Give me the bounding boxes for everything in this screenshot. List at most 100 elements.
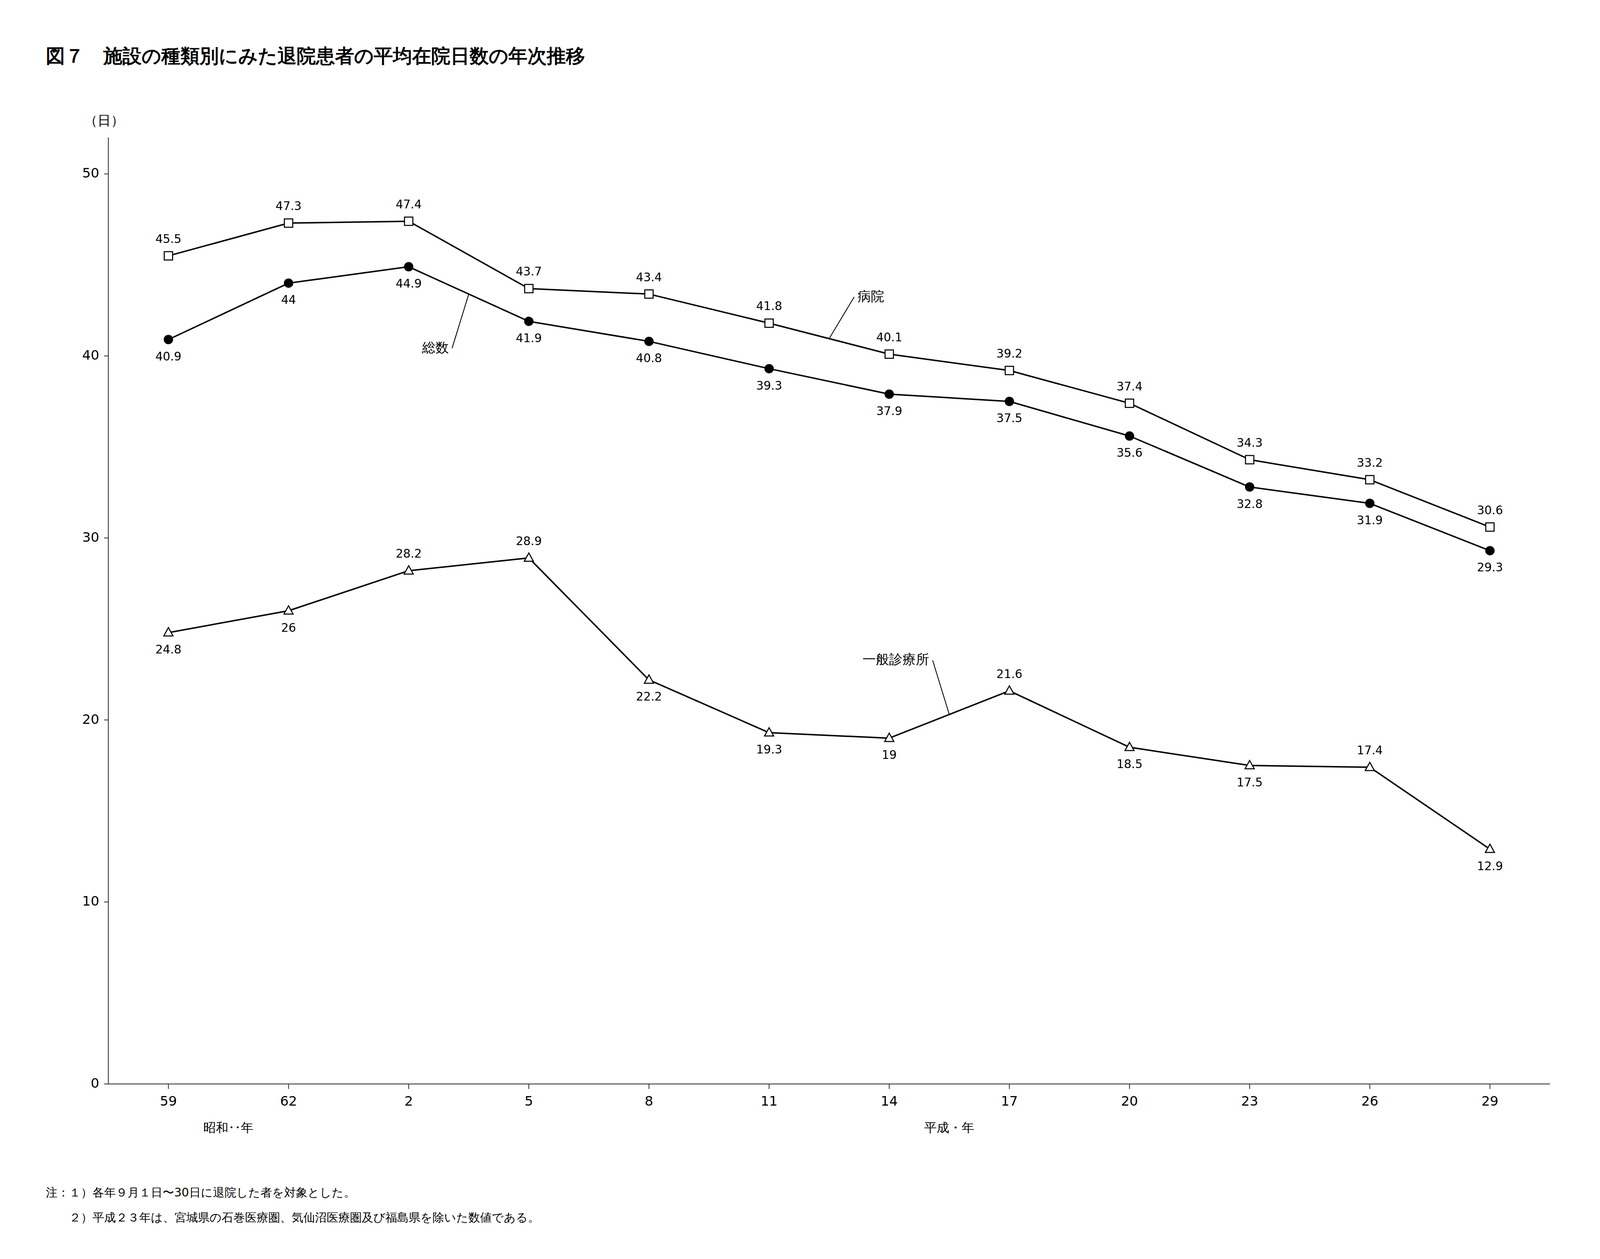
x-tick: [167, 1083, 169, 1089]
y-tick-label: 0: [90, 1075, 100, 1091]
y-tick: [104, 537, 109, 539]
x-group-label: 平成・年: [924, 1120, 975, 1135]
x-tick: [1009, 1083, 1010, 1089]
x-tick-label: 59: [160, 1092, 178, 1109]
data-label: 43.4: [635, 270, 662, 285]
series-label: 総数: [421, 339, 449, 356]
marker: [1005, 366, 1014, 375]
marker: [1365, 475, 1375, 484]
data-label: 39.2: [996, 346, 1023, 361]
x-tick-label: 5: [524, 1092, 533, 1109]
data-label: 37.4: [1116, 379, 1143, 394]
x-tick: [1249, 1083, 1250, 1089]
x-tick-label: 11: [760, 1092, 778, 1109]
data-label: 17.4: [1356, 743, 1383, 758]
y-tick: [104, 719, 109, 721]
marker: [404, 217, 413, 226]
series-line: [168, 221, 1490, 528]
leader-line: [932, 660, 950, 715]
note: ２）平成２３年は、宮城県の石巻医療圏、気仙沼医療圏及び福島県を除いた数値である。: [45, 1210, 540, 1225]
data-label: 37.9: [876, 404, 903, 418]
marker: [164, 251, 173, 260]
marker: [645, 337, 654, 346]
x-tick: [1369, 1083, 1371, 1089]
marker: [284, 605, 294, 615]
chart: 図７ 施設の種類別にみた退院患者の平均在院日数の年次推移（日）010203040…: [0, 0, 1600, 1259]
x-tick: [408, 1083, 410, 1089]
plot-area: [163, 217, 1495, 853]
y-tick: [104, 901, 109, 903]
series-label: 病院: [857, 288, 885, 305]
y-tick-label: 20: [82, 711, 100, 728]
leader-line: [829, 297, 855, 339]
background: [0, 0, 1600, 1259]
data-label: 43.7: [515, 264, 542, 279]
x-group-label: 昭和･･年: [203, 1120, 254, 1135]
marker: [1245, 760, 1255, 769]
marker: [524, 284, 533, 293]
data-label: 40.8: [635, 351, 662, 365]
marker: [404, 565, 414, 574]
marker: [164, 335, 173, 344]
data-label: 33.2: [1356, 455, 1383, 470]
marker: [885, 350, 894, 359]
data-label: 24.8: [155, 642, 182, 657]
x-tick-label: 8: [644, 1092, 653, 1109]
marker: [1125, 742, 1135, 751]
data-label: 34.3: [1236, 435, 1263, 450]
marker: [1125, 431, 1134, 440]
data-label: 41.8: [756, 299, 783, 313]
data-label: 35.6: [1116, 445, 1143, 460]
x-tick-label: 26: [1361, 1092, 1379, 1109]
data-label: 30.6: [1477, 503, 1503, 518]
labels: 45.547.347.443.743.441.840.139.237.434.3…: [155, 197, 1503, 873]
data-label: 28.9: [515, 534, 542, 548]
data-label: 39.3: [756, 378, 783, 393]
marker: [1005, 685, 1015, 695]
y-tick-label: 30: [82, 529, 100, 545]
data-label: 32.8: [1236, 497, 1263, 511]
marker: [884, 732, 894, 742]
data-label: 22.2: [635, 689, 662, 704]
marker: [1245, 455, 1254, 464]
note: 注：１）各年９月１日〜30日に退院した者を対象とした。: [45, 1185, 356, 1200]
marker: [1365, 499, 1375, 508]
leader-line: [452, 294, 469, 349]
marker: [1005, 397, 1014, 406]
x-tick-label: 23: [1241, 1092, 1259, 1109]
marker: [765, 364, 774, 373]
data-label: 31.9: [1356, 513, 1383, 528]
marker: [284, 218, 293, 228]
x-tick: [528, 1083, 530, 1089]
data-label: 26: [281, 620, 297, 635]
data-label: 17.5: [1236, 775, 1263, 790]
x-tick: [1129, 1083, 1130, 1089]
data-label: 45.5: [155, 232, 182, 246]
data-label: 37.5: [996, 411, 1023, 425]
marker: [1485, 546, 1495, 555]
marker: [404, 262, 413, 271]
x-tick: [768, 1083, 770, 1089]
x-tick-label: 14: [880, 1092, 898, 1109]
y-tick: [104, 173, 109, 175]
data-label: 28.2: [395, 546, 422, 561]
y-axis-label: （日）: [84, 112, 125, 129]
title: 図７ 施設の種類別にみた退院患者の平均在院日数の年次推移: [45, 44, 585, 68]
x-tick: [888, 1083, 890, 1089]
marker: [765, 318, 774, 328]
data-label: 19.3: [756, 742, 783, 757]
series-line: [168, 266, 1490, 551]
x-tick: [1489, 1083, 1491, 1089]
marker: [1245, 482, 1254, 492]
y-tick: [104, 1083, 109, 1085]
y-tick-label: 50: [82, 165, 100, 181]
marker: [163, 627, 173, 636]
data-label: 12.9: [1477, 859, 1503, 873]
marker: [284, 278, 293, 288]
data-label: 47.4: [395, 197, 422, 212]
x-tick-label: 62: [280, 1092, 298, 1109]
y-tick-label: 40: [82, 347, 100, 363]
data-label: 41.9: [515, 331, 542, 345]
data-label: 40.9: [155, 349, 182, 364]
marker: [1485, 844, 1495, 853]
